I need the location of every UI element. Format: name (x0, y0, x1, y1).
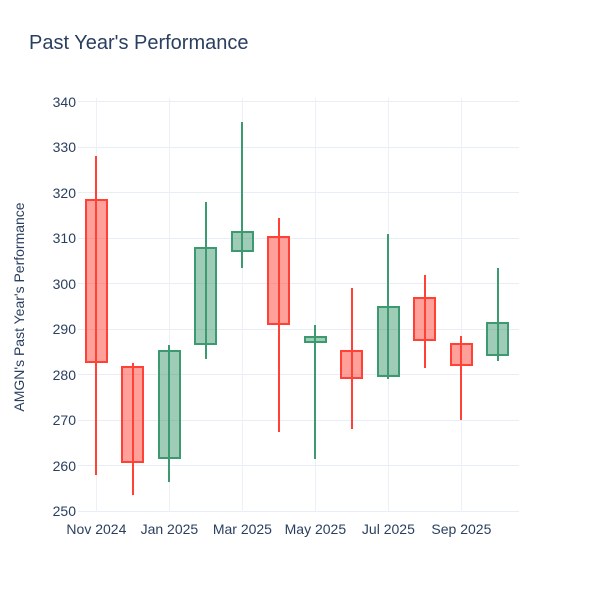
candle-body-apr-2025 (267, 235, 291, 325)
candle-wick-mar-2025 (241, 122, 244, 268)
candle-dec-2024[interactable] (121, 363, 145, 496)
x-gridline-sep-2025 (460, 98, 462, 512)
candle-wick-sep-2025 (460, 336, 463, 421)
candle-feb-2025[interactable] (194, 201, 218, 359)
y-gridline-260 (78, 465, 519, 467)
candle-jun-2025[interactable] (340, 288, 364, 430)
candle-body-aug-2025 (413, 297, 437, 341)
candle-jan-2025[interactable] (157, 345, 181, 482)
y-tick-label-320: 320 (52, 184, 76, 201)
y-tick-label-290: 290 (52, 321, 76, 338)
candle-may-2025[interactable] (303, 324, 327, 459)
candle-body-feb-2025 (194, 247, 218, 346)
candle-body-jan-2025 (157, 349, 181, 459)
candle-body-oct-2025 (486, 322, 510, 357)
y-gridline-280 (78, 374, 519, 376)
candle-wick-apr-2025 (277, 217, 280, 432)
candle-nov-2024[interactable] (84, 156, 108, 475)
y-axis-title: AMGN's Past Year's Performance (11, 202, 27, 412)
candle-aug-2025[interactable] (413, 274, 437, 368)
y-gridline-330 (78, 146, 519, 148)
candle-sep-2025[interactable] (449, 336, 473, 421)
y-gridline-340 (78, 101, 519, 103)
y-gridline-310 (78, 237, 519, 239)
y-gridline-270 (78, 419, 519, 421)
x-tick-label-jan-2025: Jan 2025 (140, 521, 199, 537)
y-gridline-300 (78, 283, 519, 285)
y-tick-label-270: 270 (52, 412, 76, 429)
y-tick-label-330: 330 (52, 139, 76, 156)
candle-body-dec-2024 (121, 365, 145, 464)
y-tick-label-280: 280 (52, 366, 76, 383)
candle-body-jul-2025 (376, 306, 400, 377)
candle-mar-2025[interactable] (230, 122, 254, 268)
x-gridline-mar-2025 (241, 98, 243, 512)
candle-jul-2025[interactable] (376, 233, 400, 380)
x-tick-label-may-2025: May 2025 (284, 521, 347, 537)
x-tick-label-nov-2024: Nov 2024 (66, 521, 127, 537)
x-gridline-jan-2025 (168, 98, 170, 512)
candle-body-mar-2025 (230, 231, 254, 252)
y-gridline-250 (78, 510, 519, 512)
candle-apr-2025[interactable] (267, 217, 291, 432)
candle-wick-oct-2025 (496, 267, 499, 362)
candle-body-sep-2025 (449, 342, 473, 366)
y-tick-label-250: 250 (52, 503, 76, 520)
x-gridline-may-2025 (314, 98, 316, 512)
chart-title: Past Year's Performance (29, 32, 249, 54)
y-tick-label-260: 260 (52, 457, 76, 474)
candle-body-may-2025 (303, 336, 327, 343)
y-gridline-320 (78, 192, 519, 194)
candle-oct-2025[interactable] (486, 267, 510, 362)
candle-wick-may-2025 (314, 324, 317, 459)
plot-area (78, 96, 519, 517)
y-tick-label-300: 300 (52, 275, 76, 292)
candle-body-jun-2025 (340, 349, 364, 380)
y-tick-label-310: 310 (52, 230, 76, 247)
x-tick-label-sep-2025: Sep 2025 (431, 521, 492, 537)
candle-body-nov-2024 (84, 199, 108, 364)
y-gridline-290 (78, 328, 519, 330)
x-tick-label-mar-2025: Mar 2025 (212, 521, 272, 537)
x-tick-label-jul-2025: Jul 2025 (361, 521, 415, 537)
y-tick-label-340: 340 (52, 93, 76, 110)
